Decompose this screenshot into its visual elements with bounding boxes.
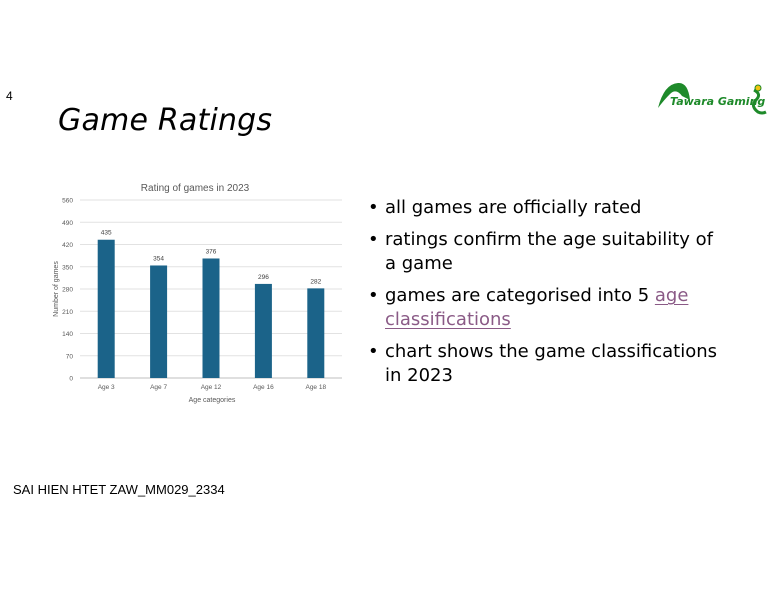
brand-logo: Tawara Gaming bbox=[658, 82, 767, 115]
bullet-item: all games are officially rated bbox=[368, 196, 728, 220]
y-tick-label: 280 bbox=[62, 287, 73, 294]
slide-title: Game Ratings bbox=[58, 103, 273, 138]
y-tick-label: 0 bbox=[69, 376, 73, 383]
x-tick-label: Age 18 bbox=[305, 384, 326, 391]
bar bbox=[202, 258, 220, 378]
bullet-item: chart shows the game classifications in … bbox=[368, 340, 728, 388]
age-classifications-link[interactable]: age classifications bbox=[385, 285, 689, 330]
y-axis-title: Number of games bbox=[53, 261, 60, 317]
slide-number: 4 bbox=[6, 89, 13, 103]
bar bbox=[307, 288, 325, 378]
data-label: 354 bbox=[153, 255, 164, 262]
bullet-list: all games are officially rated ratings c… bbox=[368, 196, 728, 396]
data-label: 435 bbox=[101, 230, 112, 237]
y-tick-label: 70 bbox=[66, 353, 74, 360]
y-tick-label: 490 bbox=[62, 220, 73, 227]
author-footer: SAI HIEN HTET ZAW_MM029_2334 bbox=[13, 482, 225, 497]
x-tick-label: Age 3 bbox=[98, 384, 115, 391]
x-tick-label: Age 16 bbox=[253, 384, 274, 391]
y-tick-label: 350 bbox=[62, 264, 73, 271]
bar-chart: Rating of games in 2023 0 70 140 210 280 350 4… bbox=[53, 183, 342, 404]
y-tick-label: 140 bbox=[62, 331, 73, 338]
bar bbox=[150, 265, 168, 378]
data-label: 296 bbox=[258, 274, 269, 281]
svg-text:Tawara Gaming: Tawara Gaming bbox=[670, 95, 765, 108]
bar bbox=[254, 283, 272, 378]
x-tick-label: Age 12 bbox=[201, 384, 222, 391]
bar bbox=[97, 239, 115, 378]
x-tick-label: Age 7 bbox=[150, 384, 167, 391]
bullet-item: games are categorised into 5 age classif… bbox=[368, 284, 728, 332]
data-label: 376 bbox=[206, 248, 217, 255]
y-tick-label: 210 bbox=[62, 309, 73, 316]
data-label: 282 bbox=[310, 278, 321, 285]
x-axis-title: Age categories bbox=[189, 397, 236, 404]
chart-title: Rating of games in 2023 bbox=[141, 183, 250, 194]
bullet-item: ratings confirm the age suitability of a… bbox=[368, 228, 728, 276]
y-tick-label: 560 bbox=[62, 198, 73, 205]
y-tick-label: 420 bbox=[62, 242, 73, 249]
